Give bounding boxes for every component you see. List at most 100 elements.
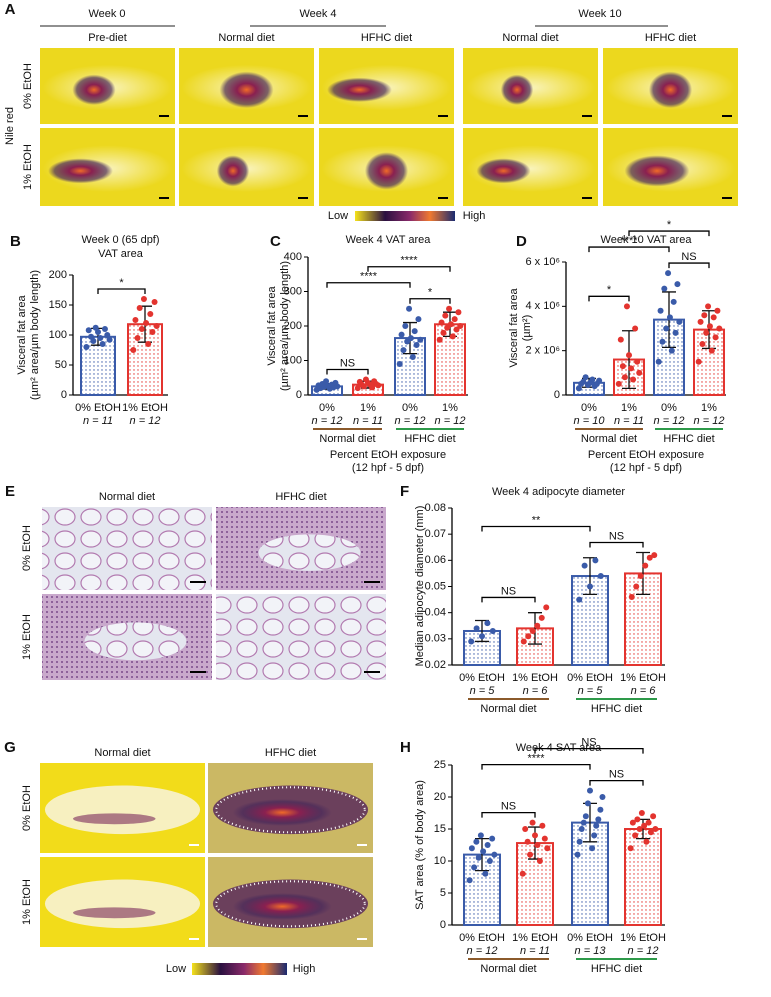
y-tick-label: 15 (434, 823, 446, 835)
data-point (699, 341, 706, 348)
data-point (712, 334, 719, 341)
data-point (589, 845, 596, 852)
data-point (638, 810, 645, 816)
data-point (641, 822, 648, 829)
x-tick-label: 1% (701, 402, 717, 414)
significance-bracket (589, 541, 644, 548)
x-tick-label: 0% (319, 402, 335, 414)
data-point (587, 583, 593, 590)
x-tick-label: 1% EtOH (620, 932, 666, 944)
fat-signal (73, 813, 156, 825)
panel-letter: F (400, 483, 409, 500)
data-point (153, 323, 160, 329)
sat-outline (215, 786, 366, 834)
image-tile (42, 594, 212, 680)
data-point (626, 352, 632, 359)
data-point (623, 303, 630, 310)
data-point (697, 318, 704, 325)
data-point (655, 358, 662, 365)
data-point (140, 296, 147, 302)
y-tick-label: 20 (434, 791, 446, 803)
data-point (473, 625, 480, 632)
data-point (710, 314, 717, 321)
data-point (632, 832, 639, 839)
fat-signal (500, 74, 534, 106)
data-point (99, 341, 106, 347)
data-point (402, 323, 409, 329)
n-label: n = 11 (83, 415, 113, 427)
group-label: HFHC diet (404, 433, 455, 445)
data-point (705, 303, 712, 310)
y-tick-label: 200 (284, 320, 302, 332)
fat-signal (73, 907, 156, 919)
data-point (134, 335, 141, 341)
data-point (354, 385, 361, 392)
significance-bracket (97, 288, 146, 294)
y-tick-label: 0 (440, 919, 446, 931)
x-axis-label: Percent EtOH exposure (330, 449, 446, 461)
group-label: Normal diet (480, 963, 536, 975)
n-label: n = 12 (654, 415, 685, 427)
image-tile (463, 128, 598, 206)
row-label: 0% EtOH (21, 785, 33, 831)
data-point (580, 378, 587, 385)
data-point (409, 354, 416, 361)
data-point (406, 305, 413, 312)
error-bar (636, 551, 650, 595)
fat-signal (232, 799, 332, 826)
data-point (486, 858, 493, 864)
fat-signal (624, 155, 690, 187)
y-tick-label: 0 (554, 389, 560, 401)
data-point (106, 336, 113, 343)
data-point (637, 573, 644, 580)
y-tick-label: 300 (284, 285, 302, 297)
data-point (138, 326, 145, 332)
x-tick-label: 1% EtOH (512, 672, 558, 684)
diet-header: Pre-diet (88, 32, 127, 44)
significance-label: * (607, 284, 612, 296)
y-axis-label: Visceral fat area (16, 294, 28, 374)
diet-header: Normal diet (94, 747, 150, 759)
group-label: Normal diet (480, 703, 536, 715)
data-point (703, 329, 710, 336)
n-label: n = 12 (312, 415, 343, 427)
y-tick-label: 0.04 (425, 607, 446, 619)
image-tile (319, 128, 454, 206)
fat-signal (232, 893, 332, 920)
data-point (83, 344, 90, 350)
data-point (629, 819, 636, 826)
data-point (646, 554, 653, 561)
data-point (665, 270, 672, 277)
data-point (580, 819, 587, 826)
x-tick-label: 1% (621, 402, 637, 414)
n-label: n = 10 (574, 415, 606, 427)
data-point (597, 806, 604, 813)
data-point (97, 335, 104, 341)
data-point (520, 638, 527, 645)
data-point (455, 309, 462, 316)
y-tick-label: 0 (296, 389, 302, 401)
significance-label: NS (501, 585, 516, 597)
image-tile (208, 857, 373, 947)
x-tick-label: 0% EtOH (459, 672, 505, 684)
significance-label: NS (340, 357, 355, 369)
data-point (668, 347, 675, 354)
image-tile (40, 763, 205, 853)
data-point (356, 378, 363, 385)
x-tick-label: 0% EtOH (459, 932, 505, 944)
data-point (104, 332, 111, 338)
data-point (584, 800, 591, 807)
data-point (661, 285, 668, 292)
data-point (149, 329, 156, 335)
data-point (595, 816, 602, 823)
n-label: n = 12 (628, 945, 659, 957)
y-axis-label: Visceral fat area (266, 285, 278, 365)
significance-label: * (119, 277, 124, 289)
data-point (436, 336, 443, 343)
data-point (449, 333, 456, 340)
significance-bracket (481, 763, 591, 770)
data-point (484, 620, 491, 627)
y-tick-label: 0.03 (425, 633, 446, 645)
panel-letter: E (5, 483, 15, 500)
data-point (578, 826, 585, 832)
